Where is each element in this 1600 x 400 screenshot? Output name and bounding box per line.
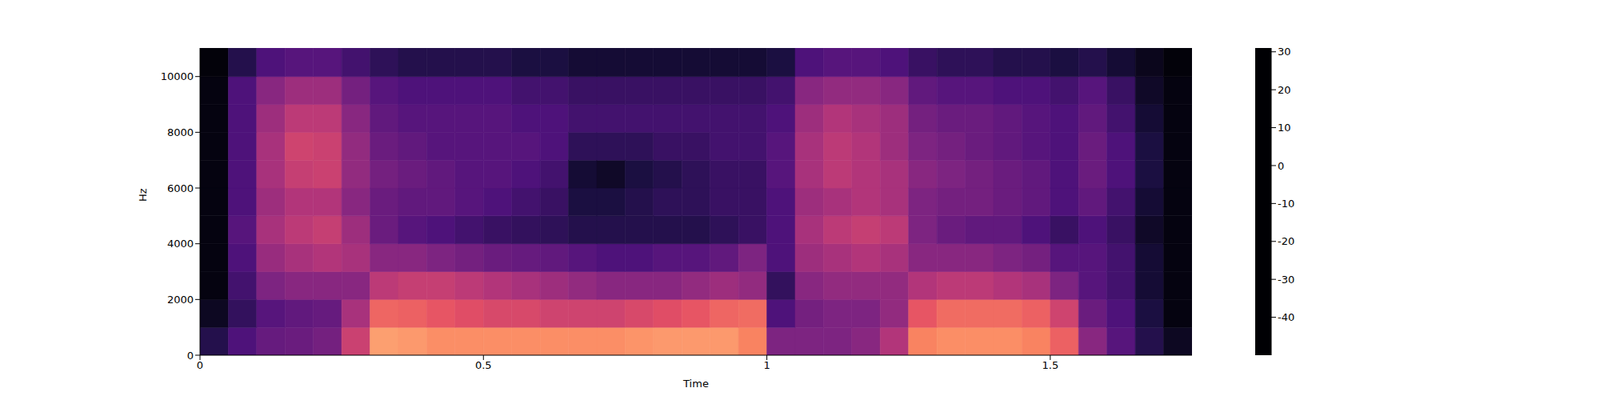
svg-text:Hz: Hz — [136, 188, 149, 202]
svg-text:Time: Time — [682, 377, 709, 390]
svg-text:-30: -30 — [1277, 273, 1295, 286]
svg-text:6000: 6000 — [167, 182, 194, 195]
svg-text:20: 20 — [1277, 84, 1292, 96]
svg-text:30: 30 — [1277, 45, 1292, 58]
svg-text:1.5: 1.5 — [1042, 359, 1060, 372]
svg-text:0.5: 0.5 — [475, 359, 492, 372]
svg-text:2000: 2000 — [167, 293, 194, 306]
svg-text:-40: -40 — [1277, 311, 1295, 324]
svg-text:8000: 8000 — [167, 126, 194, 139]
svg-text:0: 0 — [1277, 160, 1284, 172]
svg-text:-20: -20 — [1277, 235, 1295, 248]
svg-text:0: 0 — [196, 359, 204, 372]
svg-text:1: 1 — [763, 359, 770, 372]
svg-text:-10: -10 — [1277, 197, 1295, 210]
svg-text:10: 10 — [1277, 121, 1292, 134]
svg-text:10000: 10000 — [160, 70, 194, 83]
svg-text:4000: 4000 — [167, 237, 194, 250]
svg-text:0: 0 — [187, 349, 194, 362]
